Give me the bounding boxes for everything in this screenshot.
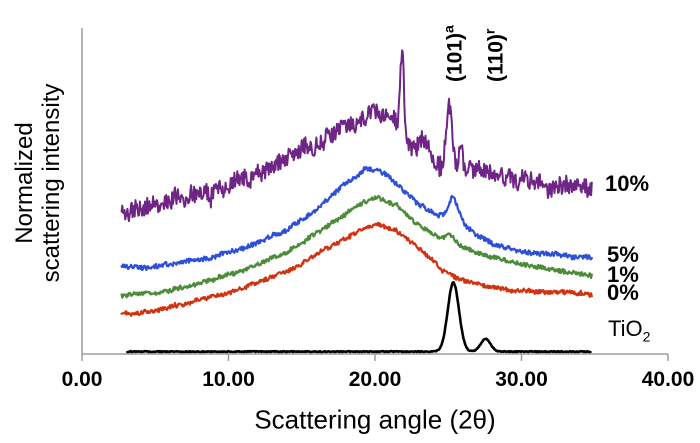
series-label-5pct: 5%: [607, 242, 639, 267]
curve-10pct: [120, 49, 593, 223]
x-axis-label: Scattering angle (2θ): [254, 404, 496, 435]
y-axis-label-line2: scattering intensity: [38, 83, 65, 283]
x-tick-label: 20.00: [349, 368, 402, 391]
curve-0pct: [120, 221, 593, 317]
x-tick-label: 0.00: [62, 368, 103, 391]
y-axis-label-line1: Normalized: [11, 122, 38, 244]
peak-annotation-1: (101)a: [441, 25, 467, 82]
series-label-tio2: TiO2: [608, 316, 651, 345]
peak-annotation-2: (110)r: [482, 28, 508, 82]
x-tick-label: 30.00: [495, 368, 548, 391]
curve-tio2: [126, 280, 592, 354]
series-label-10pct: 10%: [605, 171, 650, 196]
series-label-1pct: 1%: [607, 262, 639, 287]
series-label-0pct: 0%: [607, 280, 639, 305]
x-tick-label: 40.00: [642, 368, 695, 391]
x-tick-label: 10.00: [202, 368, 255, 391]
curve-5pct: [120, 166, 593, 272]
y-axis-label: Normalized scattering intensity: [11, 84, 65, 283]
curve-1pct: [120, 194, 593, 299]
